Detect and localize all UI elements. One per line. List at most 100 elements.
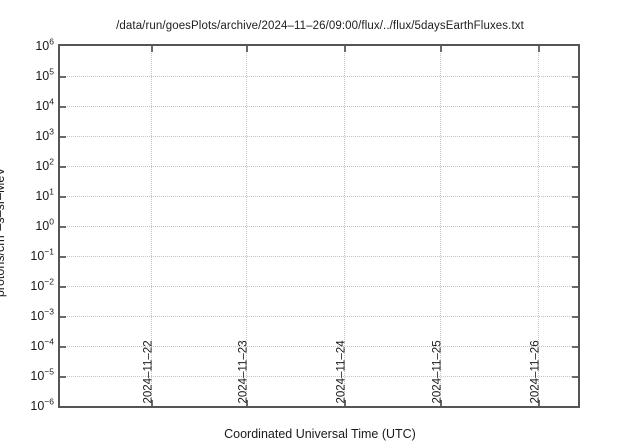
x-axis-tick (246, 46, 249, 52)
y-tick-exponent: 4 (49, 96, 54, 107)
y-axis-tick (572, 316, 578, 318)
x-axis-tick (151, 46, 154, 52)
x-axis-date-label: 2024–11–23 (237, 339, 250, 403)
gridline-horizontal (60, 76, 578, 77)
y-axis-title-base: protons/cm (0, 235, 7, 298)
y-axis-tick (60, 346, 66, 348)
y-tick-mantissa: 10 (35, 188, 50, 203)
x-axis-tick (246, 400, 249, 406)
y-axis-tick (60, 136, 66, 138)
gridline-horizontal (60, 226, 578, 227)
y-axis-tick (60, 286, 66, 288)
x-axis-date-label: 2024–11–25 (431, 339, 444, 403)
y-tick-exponent: −3 (44, 306, 54, 317)
y-tick-exponent: −4 (44, 336, 54, 347)
y-axis-tick-label: 104 (35, 96, 54, 113)
plot-canvas: 2024–11–22 2024–11–23 2024–11–24 2024–11–25… (60, 46, 578, 406)
gridline-horizontal (60, 346, 578, 347)
gridline-horizontal (60, 256, 578, 257)
y-tick-exponent: 3 (49, 126, 54, 137)
y-axis-tick (572, 196, 578, 198)
gridline-vertical (151, 46, 153, 406)
y-axis-tick (60, 376, 66, 378)
y-axis-tick (572, 106, 578, 108)
x-axis-tick (440, 46, 443, 52)
y-axis-tick (60, 256, 66, 258)
gridline-horizontal (60, 316, 578, 317)
y-axis-tick-label: 10−5 (30, 366, 54, 383)
y-tick-mantissa: 10 (35, 218, 50, 233)
plot-area: 2024–11–22 2024–11–23 2024–11–24 2024–11–25… (58, 44, 580, 408)
gridline-vertical (538, 46, 540, 406)
y-tick-mantissa: 10 (30, 368, 45, 383)
y-axis-tick (572, 286, 578, 288)
y-axis-tick-label: 102 (35, 156, 54, 173)
gridline-horizontal (60, 166, 578, 167)
y-tick-mantissa: 10 (30, 398, 45, 413)
x-axis-tick (538, 46, 541, 52)
x-axis-tick (538, 400, 541, 406)
x-axis-date-label: 2024–11–22 (142, 339, 155, 403)
gridline-vertical (246, 46, 248, 406)
y-axis-tick (572, 256, 578, 258)
y-tick-mantissa: 10 (35, 38, 50, 53)
y-axis-tick (60, 166, 66, 168)
chart-title: /data/run/goesPlots/archive/2024–11–26/0… (116, 20, 524, 32)
x-axis-tick (343, 400, 346, 406)
x-axis-title: Coordinated Universal Time (UTC) (224, 427, 416, 441)
y-axis-title: protons/cm2–s–sr–MeV (0, 167, 7, 298)
y-tick-exponent: 1 (49, 186, 54, 197)
gridline-horizontal (60, 136, 578, 137)
y-axis-tick-label: 106 (35, 36, 54, 53)
y-axis-tick-label: 105 (35, 66, 54, 83)
gridline-horizontal (60, 286, 578, 287)
y-axis-title-superscript: 2 (0, 231, 1, 236)
y-tick-exponent: 2 (49, 156, 54, 167)
y-tick-mantissa: 10 (30, 338, 45, 353)
y-axis-tick-label: 101 (35, 186, 54, 203)
gridline-horizontal (60, 376, 578, 377)
y-axis-tick (572, 226, 578, 228)
y-axis-tick-label: 10−6 (30, 396, 54, 413)
y-axis-tick (60, 226, 66, 228)
y-tick-mantissa: 10 (35, 68, 50, 83)
y-tick-exponent: −6 (44, 396, 54, 407)
y-tick-exponent: 0 (49, 216, 54, 227)
y-tick-mantissa: 10 (35, 158, 50, 173)
y-axis-title-tail: –s–sr–MeV (0, 167, 7, 231)
y-axis-tick (60, 106, 66, 108)
x-axis-date-label: 2024–11–24 (335, 339, 348, 403)
y-tick-mantissa: 10 (30, 278, 45, 293)
y-axis-tick (572, 346, 578, 348)
y-axis-tick (60, 316, 66, 318)
y-tick-mantissa: 10 (30, 308, 45, 323)
y-axis-tick-label: 10−3 (30, 306, 54, 323)
y-axis-tick (60, 76, 66, 78)
y-axis-tick-label: 10−1 (30, 246, 54, 263)
y-axis-tick-label: 10−4 (30, 336, 54, 353)
x-axis-tick (343, 46, 346, 52)
y-tick-mantissa: 10 (30, 248, 45, 263)
y-tick-exponent: 5 (49, 66, 54, 77)
y-tick-exponent: −2 (44, 276, 54, 287)
y-tick-mantissa: 10 (35, 98, 50, 113)
y-tick-mantissa: 10 (35, 128, 50, 143)
gridline-vertical (343, 46, 345, 406)
y-axis-tick-label: 10−2 (30, 276, 54, 293)
y-tick-exponent: −1 (44, 246, 54, 257)
y-axis-tick (572, 136, 578, 138)
gridline-horizontal (60, 196, 578, 197)
y-tick-exponent: −5 (44, 366, 54, 377)
y-tick-exponent: 6 (49, 36, 54, 47)
gridline-horizontal (60, 106, 578, 107)
y-axis-tick (572, 166, 578, 168)
y-axis-tick (572, 376, 578, 378)
y-axis-tick-label: 100 (35, 216, 54, 233)
y-axis-tick-label: 103 (35, 126, 54, 143)
x-axis-date-label: 2024–11–26 (529, 339, 542, 403)
x-axis-tick (151, 400, 154, 406)
gridline-vertical (440, 46, 442, 406)
y-axis-tick (572, 76, 578, 78)
x-axis-tick (440, 400, 443, 406)
y-axis-tick (60, 196, 66, 198)
